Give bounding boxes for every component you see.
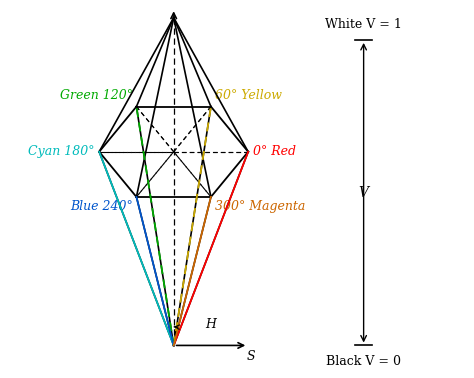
Text: 300° Magenta: 300° Magenta xyxy=(215,200,305,213)
Text: H: H xyxy=(205,318,216,331)
Text: Green 120°: Green 120° xyxy=(60,89,133,102)
Text: Blue 240°: Blue 240° xyxy=(70,200,133,213)
Text: V: V xyxy=(359,186,369,200)
Text: Black V = 0: Black V = 0 xyxy=(326,355,401,368)
Text: White V = 1: White V = 1 xyxy=(325,18,402,31)
Text: S: S xyxy=(247,350,255,363)
Text: Cyan 180°: Cyan 180° xyxy=(28,145,95,158)
Text: 0° Red: 0° Red xyxy=(253,145,296,158)
Text: 60° Yellow: 60° Yellow xyxy=(215,89,282,102)
